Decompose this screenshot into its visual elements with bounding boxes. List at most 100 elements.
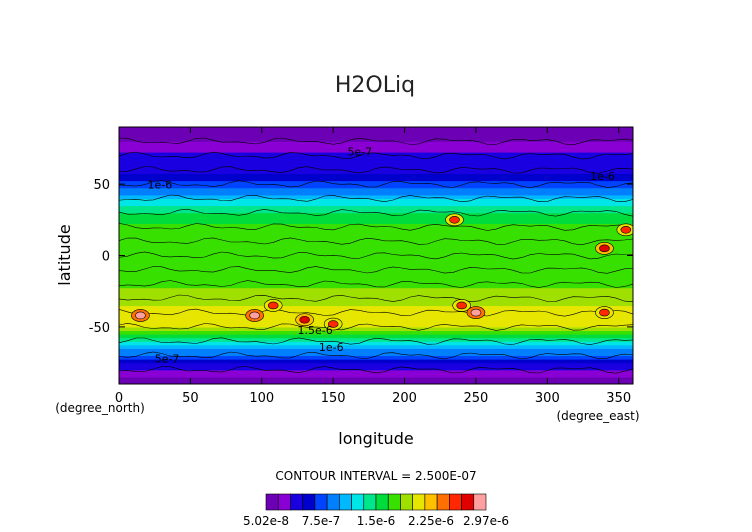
lat-band (119, 366, 633, 371)
lat-band (119, 234, 633, 239)
hotspot-core (449, 216, 460, 224)
lat-band (119, 176, 633, 182)
lat-band (119, 130, 633, 135)
lat-band (119, 219, 633, 224)
y-tick-label: 50 (93, 178, 110, 193)
lat-band (119, 141, 633, 146)
lat-band (119, 184, 633, 189)
lat-band (119, 309, 633, 314)
lat-band (119, 298, 633, 303)
contour-line (119, 137, 633, 146)
hotspot-core (299, 315, 310, 324)
contour-interval-text: CONTOUR INTERVAL = 2.500E-07 (275, 469, 476, 483)
contour-line (119, 208, 633, 217)
contour-line (119, 266, 633, 274)
plot-area (119, 127, 633, 384)
hotspot-layer (131, 213, 633, 331)
colorbar-swatch (290, 493, 303, 511)
colorbar-swatch (387, 493, 401, 511)
contour-line (119, 366, 633, 374)
hotspot-core (327, 320, 339, 328)
lat-band (119, 251, 633, 257)
colorbar-swatch (400, 493, 413, 511)
contour-line (119, 280, 633, 288)
y-tick-label: -50 (89, 321, 110, 336)
colorbar (265, 493, 487, 511)
lat-band (119, 194, 633, 199)
hotspot-core (470, 308, 482, 317)
lat-band (119, 201, 633, 207)
lat-band (119, 255, 633, 260)
colorbar-label: 1.5e-6 (357, 514, 395, 528)
contour-line (119, 151, 633, 160)
contour-line (119, 237, 633, 246)
lat-band (119, 155, 633, 160)
x-tick-label: 100 (249, 391, 274, 406)
colorbar-swatch (424, 493, 438, 511)
colorbar-swatch (326, 493, 340, 511)
lat-band (119, 180, 633, 185)
x-tick-label: 350 (606, 391, 631, 406)
lat-band (119, 209, 633, 214)
hotspot-core (599, 244, 610, 253)
hotspot-core (620, 226, 632, 234)
lat-band (119, 359, 633, 364)
contour-label: 5e-7 (347, 146, 372, 159)
lat-band (119, 305, 633, 310)
x-tick-label: 0 (115, 391, 123, 406)
lat-band (119, 312, 633, 317)
contour-line (119, 294, 633, 303)
x-tick-label: 250 (464, 391, 489, 406)
lat-band (119, 326, 633, 332)
lat-band (119, 241, 633, 246)
contour-line (119, 322, 633, 331)
contour-line (119, 194, 633, 203)
y-axis-ticks: -50 0 50 (89, 178, 633, 336)
contour-label: 1e-6 (148, 178, 173, 191)
lat-band (119, 159, 633, 164)
lat-band (119, 337, 633, 342)
lat-band (119, 362, 633, 367)
chart-title: H2OLiq (335, 73, 415, 98)
hotspot-core (456, 301, 467, 310)
lat-band (119, 351, 633, 357)
hotspot-core (599, 308, 610, 317)
lat-band (119, 284, 633, 289)
lat-band (119, 376, 633, 382)
lat-band (119, 287, 633, 292)
colorbar-labels: 5.02e-8 7.5e-7 1.5e-6 2.25e-6 2.97e-6 (243, 514, 509, 528)
lat-band (119, 330, 633, 335)
lat-band (119, 369, 633, 374)
colorbar-swatch (449, 493, 462, 511)
lat-band (119, 294, 633, 299)
hotspot-core (249, 311, 260, 320)
lat-band (119, 348, 633, 353)
lat-band (119, 276, 633, 282)
lat-band (119, 173, 633, 178)
y-unit-label: (degree_north) (55, 401, 145, 415)
y-tick-label: 0 (102, 250, 110, 265)
lat-band (119, 259, 633, 264)
x-tick-label: 300 (535, 391, 560, 406)
x-tick-label: 150 (321, 391, 346, 406)
colorbar-swatch (277, 493, 291, 511)
lat-band (119, 169, 633, 175)
colorbar-label: 2.25e-6 (408, 514, 454, 528)
x-axis-label: longitude (338, 429, 413, 448)
contour-line (119, 180, 633, 189)
lat-band (119, 380, 633, 384)
hotspot-core (135, 311, 146, 320)
lat-band (119, 226, 633, 232)
colorbar-swatch (461, 493, 475, 511)
lat-band (119, 137, 633, 142)
lat-band (119, 205, 633, 210)
colorbar-swatch (473, 493, 487, 511)
lat-band (119, 373, 633, 378)
lat-band (119, 344, 633, 349)
x-axis-ticks: 0 50 100 150 200 250 300 350 (115, 127, 631, 406)
contour-line (119, 351, 633, 360)
colorbar-swatch (314, 493, 328, 511)
lat-band (119, 216, 633, 221)
lat-band (119, 212, 633, 217)
lat-band (119, 144, 633, 150)
